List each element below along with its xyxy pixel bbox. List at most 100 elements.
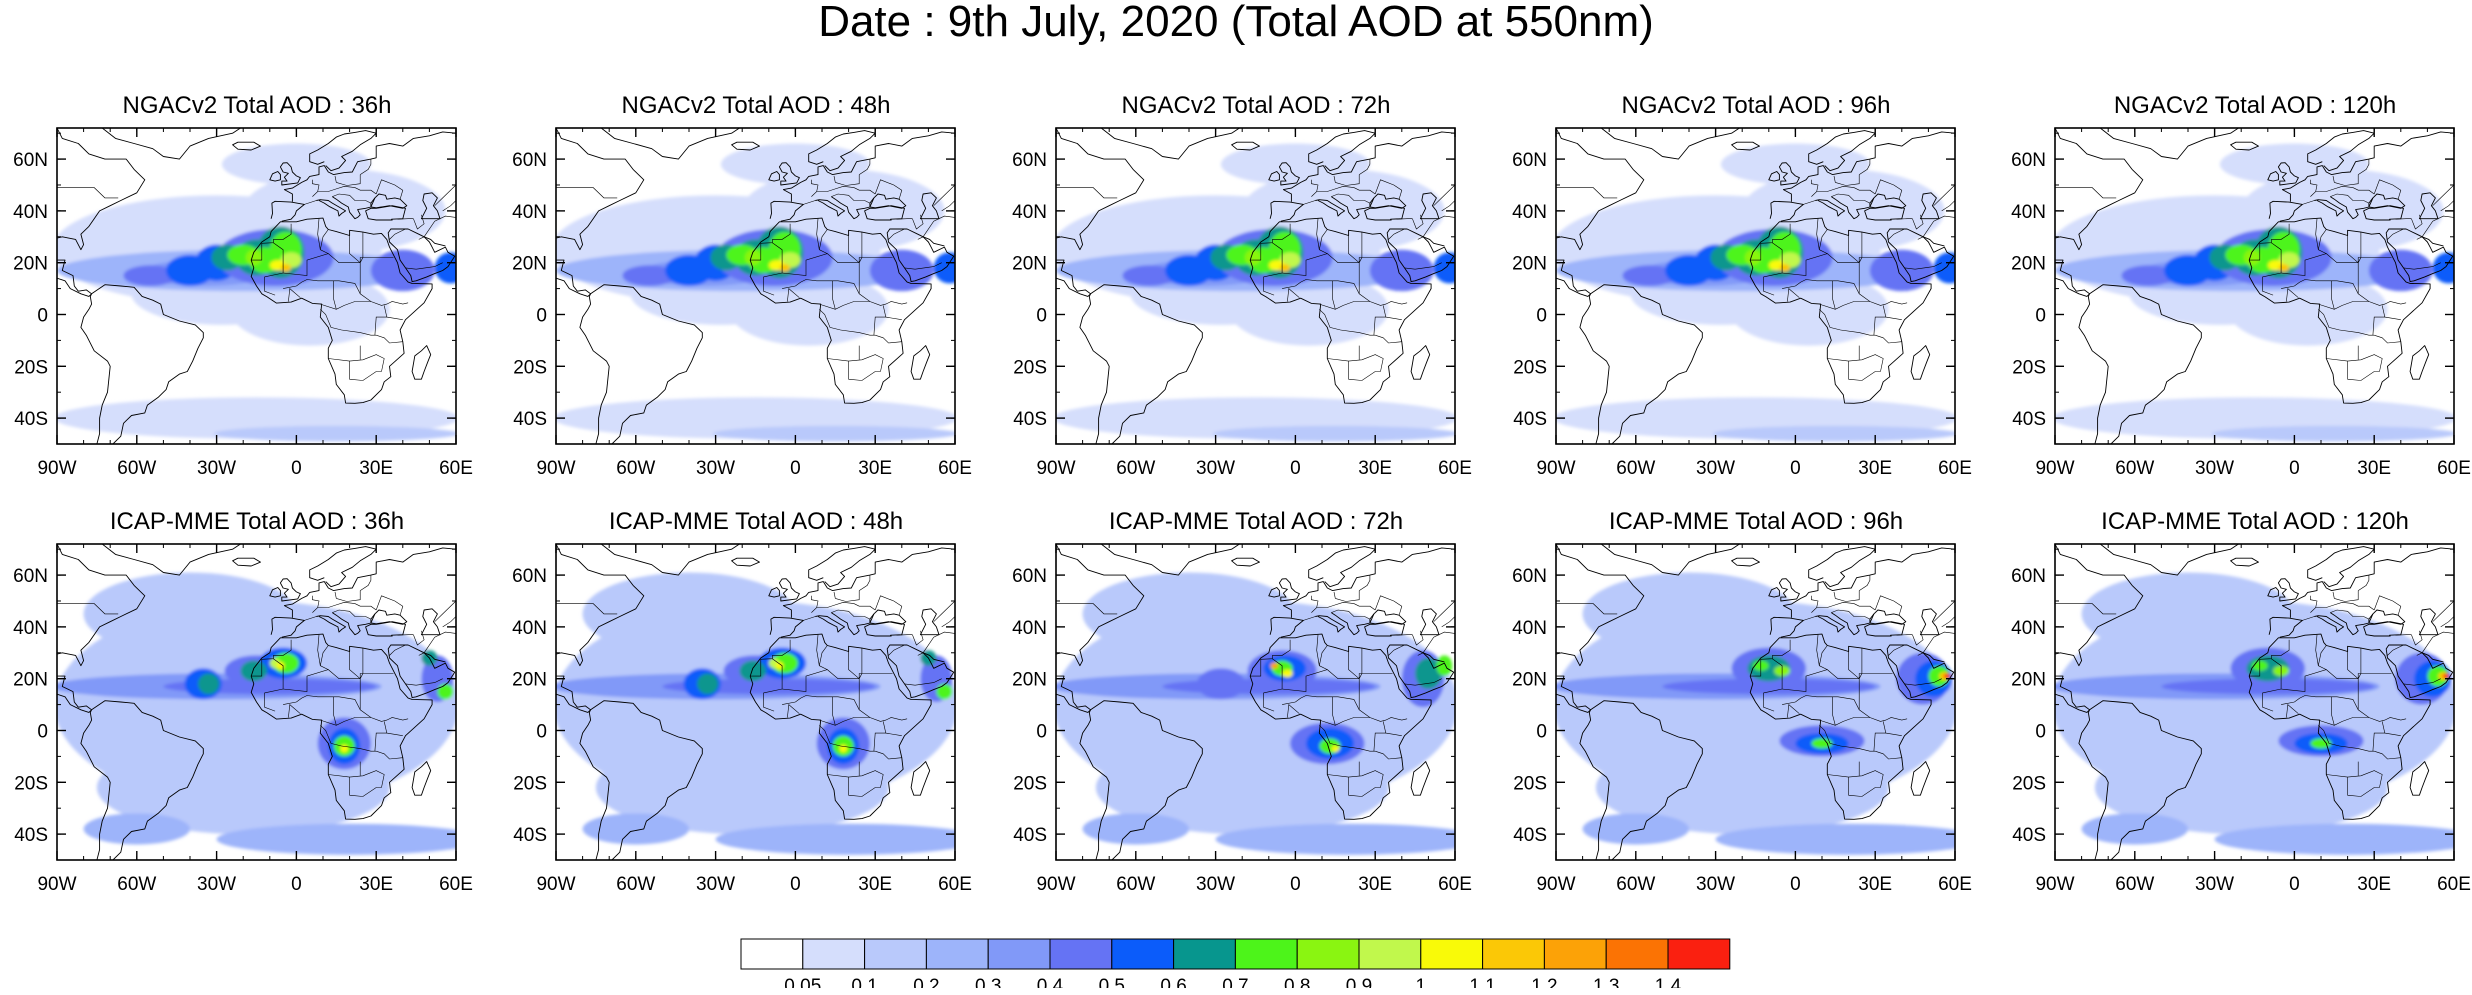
panel-title: ICAP-MME Total AOD : 36h [109,508,405,535]
lat-tick-label: 20N [13,254,48,275]
aod-map: 90W 60W 30W 0 30E 60E 60N 40N 20N 0 20S 40S [512,127,972,479]
lat-tick-label: 40S [1013,409,1047,430]
lat-tick-label: 20S [2012,357,2046,378]
lon-tick-label: 90W [1036,458,1075,479]
lon-tick-label: 60W [1116,874,1155,895]
colorbar-swatch [1358,938,1422,970]
lon-tick-label: 90W [536,458,575,479]
lon-tick-label: 60W [117,458,156,479]
map-panel: NGACv2 Total AOD : 72h 90W 60W 30W 0 30E 60E 60… [999,94,1472,494]
colorbar-label: 0.4 [1037,976,1064,988]
map-panel: ICAP-MME Total AOD : 36h 90W 60W 30W 0 30E 60E… [0,508,473,910]
aod-field [2055,128,2454,444]
aod-map: 90W 60W 30W 0 30E 60E 60N 40N 20N 0 20S 40S [13,543,473,895]
country-borders [57,575,456,797]
lon-tick-label: 0 [1790,874,1801,895]
lat-tick-label: 40N [2011,202,2046,223]
colorbar-label: 0.2 [913,976,939,988]
lat-tick-label: 0 [37,305,48,326]
lat-tick-label: 40S [1513,825,1547,846]
panel-title: NGACv2 Total AOD : 120h [2113,92,2397,119]
lon-tick-label: 0 [790,874,801,895]
colorbar-swatch [1296,938,1360,970]
panel-title: ICAP-MME Total AOD : 48h [608,508,904,535]
lon-tick-label: 30W [1696,874,1735,895]
lon-tick-label: 60E [938,874,972,895]
lat-tick-label: 20S [513,357,547,378]
lon-tick-label: 0 [1790,458,1801,479]
lon-tick-label: 90W [536,874,575,895]
country-borders [556,575,955,797]
lat-tick-label: 40N [1512,618,1547,639]
map-frame [56,543,457,861]
colorbar-swatch [1667,938,1731,970]
lat-tick-label: 60N [1512,150,1547,171]
colorbar-swatch [740,938,804,970]
lat-tick-label: 20N [1012,670,1047,691]
lon-tick-label: 30W [2195,874,2234,895]
lon-tick-label: 60E [1438,458,1472,479]
lat-tick-label: 0 [2035,721,2046,742]
lon-tick-label: 0 [2289,874,2300,895]
colorbar-label: 0.05 [784,976,821,988]
lon-tick-label: 30W [1196,874,1235,895]
colorbar-label: 0.9 [1346,976,1372,988]
lon-tick-label: 60W [2115,458,2154,479]
colorbar-label: 1.4 [1655,976,1682,988]
lat-tick-label: 0 [2035,305,2046,326]
lat-tick-label: 40N [13,618,48,639]
colorbar-label: 0.8 [1284,976,1310,988]
map-frame [1555,127,1956,445]
lat-tick-label: 40N [1012,202,1047,223]
lat-tick-label: 20N [512,254,547,275]
coastlines [1556,128,1955,444]
aod-map: 90W 60W 30W 0 30E 60E 60N 40N 20N 0 20S 40S [1512,127,1972,479]
lon-tick-label: 30W [696,874,735,895]
aod-field [57,544,456,860]
colorbar-label: 1.3 [1593,976,1619,988]
lon-tick-label: 0 [1290,874,1301,895]
panel-title: ICAP-MME Total AOD : 72h [1108,508,1404,535]
lat-tick-label: 40N [2011,618,2046,639]
lat-tick-label: 20N [1512,670,1547,691]
map-frame [1055,127,1456,445]
lat-tick-label: 20S [1513,773,1547,794]
lat-tick-label: 40N [512,202,547,223]
country-borders [1056,159,1455,381]
lon-tick-label: 60E [1938,874,1972,895]
lon-tick-label: 30E [359,874,393,895]
lon-tick-label: 0 [790,458,801,479]
lat-tick-label: 20N [2011,254,2046,275]
country-borders [2055,159,2454,381]
aod-field [556,128,955,444]
country-borders [1556,575,1955,797]
colorbar-swatch [864,938,927,970]
lon-tick-label: 90W [37,458,76,479]
lon-tick-label: 30W [2195,458,2234,479]
lat-tick-label: 40S [513,409,547,430]
aod-map: 90W 60W 30W 0 30E 60E 60N 40N 20N 0 20S 40S [13,127,473,479]
aod-map: 90W 60W 30W 0 30E 60E 60N 40N 20N 0 20S 40S [1012,127,1472,479]
aod-map: 90W 60W 30W 0 30E 60E 60N 40N 20N 0 20S 40S [2011,127,2471,479]
lon-tick-label: 30W [1196,458,1235,479]
map-frame [2054,543,2455,861]
lon-tick-label: 60W [2115,874,2154,895]
lat-tick-label: 40N [1012,618,1047,639]
lat-tick-label: 40S [14,409,48,430]
coastlines [57,128,456,444]
lat-tick-label: 20S [1013,773,1047,794]
lat-tick-label: 60N [2011,150,2046,171]
lon-tick-label: 30E [2357,458,2391,479]
map-frame [1055,543,1456,861]
lon-tick-label: 60E [2437,874,2471,895]
colorbar-swatch [1049,938,1113,970]
lat-tick-label: 60N [512,150,547,171]
lon-tick-label: 30E [1358,458,1392,479]
lat-tick-label: 40S [2012,825,2046,846]
lon-tick-label: 90W [2035,458,2074,479]
lon-tick-label: 90W [1036,874,1075,895]
coastlines [1556,544,1955,860]
aod-field [57,128,456,444]
lat-tick-label: 40N [512,618,547,639]
lat-tick-label: 40N [13,202,48,223]
